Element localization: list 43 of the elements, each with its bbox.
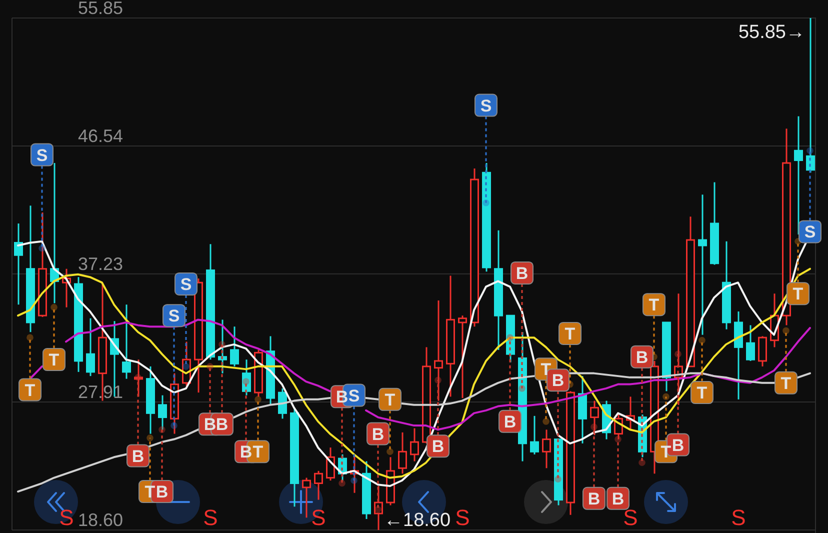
text: S — [59, 505, 74, 530]
data-label: B — [432, 437, 444, 456]
y-tick-label: 46.54 — [78, 126, 124, 146]
data-label: T — [696, 384, 708, 403]
data-label: B — [240, 442, 252, 462]
data-label: T — [564, 324, 576, 344]
data-label: B — [612, 489, 624, 508]
data-label: B — [516, 264, 528, 283]
data-label: T — [780, 374, 792, 393]
data-label: S — [180, 274, 192, 294]
data-label: B — [204, 415, 216, 434]
data-label: B — [636, 348, 648, 367]
text: S — [731, 505, 746, 530]
data-label: B — [504, 412, 516, 432]
data-label: T — [252, 442, 264, 462]
data-label: B — [588, 489, 600, 508]
text: S — [311, 505, 326, 530]
data-label: B — [216, 415, 228, 434]
y-tick-label: 55.85 — [78, 0, 124, 18]
text: S — [455, 505, 470, 530]
data-label: S — [168, 306, 180, 326]
data-label: B — [132, 446, 144, 466]
data-label: B — [672, 436, 684, 455]
data-label: S — [36, 146, 48, 165]
data-label: S — [480, 96, 492, 116]
y-tick-label: 37.23 — [78, 254, 124, 274]
data-label: B — [156, 482, 168, 502]
data-label: S — [804, 222, 816, 242]
data-label: T — [660, 442, 672, 462]
data-label: T — [540, 360, 552, 380]
data-label: T — [648, 296, 660, 315]
data-label: T — [792, 284, 804, 304]
annotation: 55.85→ — [738, 22, 805, 43]
data-label: S — [348, 386, 360, 406]
data-label: T — [24, 380, 36, 400]
text: S — [203, 505, 218, 530]
data-label: T — [48, 350, 60, 370]
data-label: B — [552, 371, 564, 390]
y-tick-label: 18.60 — [78, 510, 124, 530]
data-label: B — [372, 424, 384, 444]
data-label: T — [384, 390, 396, 410]
annotation: ←18.60 — [384, 510, 451, 531]
text: S — [623, 505, 638, 530]
